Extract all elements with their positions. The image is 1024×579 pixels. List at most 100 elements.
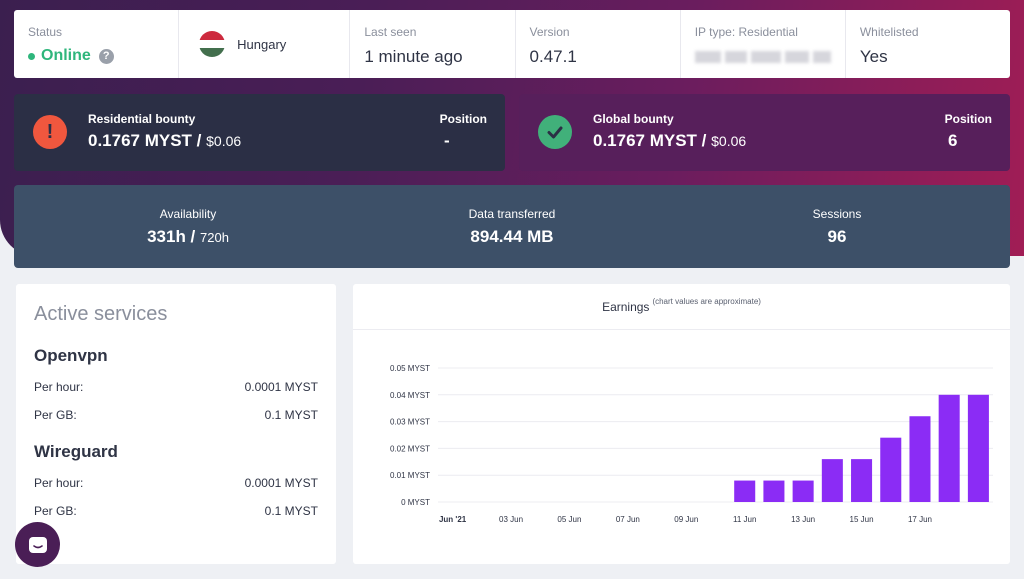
whitelisted-label: Whitelisted [859,25,919,39]
y-tick-label: 0 MYST [401,498,430,507]
country-cell: Hungary [179,10,351,78]
earnings-bar[interactable] [938,394,960,502]
help-icon[interactable]: ? [98,48,114,64]
availability-stat: Availability 331h / 720h [88,207,288,247]
per-gb-value: 0.1 MYST [264,504,318,518]
earnings-bar[interactable] [880,437,902,502]
per-hour-value: 0.0001 MYST [244,476,318,490]
earnings-bar[interactable] [734,480,756,502]
version-cell: Version 0.47.1 [516,10,681,78]
residential-bounty-amount: 0.1767 MYST / $0.06 [88,131,241,151]
x-tick-label: 05 Jun [557,515,581,524]
earnings-bar[interactable] [909,416,931,502]
version-value: 0.47.1 [529,47,577,66]
residential-position-label: Position [439,112,487,126]
whitelisted-cell: Whitelisted Yes [846,10,1010,78]
data-transferred-label: Data transferred [468,207,556,221]
flag-stripe-green [199,48,226,57]
last-seen-label: Last seen [364,25,417,39]
per-hour-label: Per hour: [34,380,84,394]
version-label: Version [529,25,570,39]
earnings-bar-chart: 0 MYST 0.01 MYST 0.02 MYST 0.03 MYST 0.04 MY… [390,364,993,524]
sessions-value: 96 [827,227,847,246]
availability-hours: 331h [147,227,186,246]
global-position-value: 6 [948,131,958,150]
residential-bounty-myst: 0.1767 MYST [88,131,192,150]
earnings-bar[interactable] [792,480,814,502]
country-name: Hungary [237,36,287,52]
per-gb-label: Per GB: [34,408,77,422]
residential-bounty-usd: $0.06 [206,133,242,149]
flag-stripe-red [199,31,226,40]
x-tick-label: 11 Jun [733,515,756,524]
earnings-bar[interactable] [821,459,843,502]
residential-bounty-card: ! Residential bounty 0.1767 MYST / $0.06… [14,94,505,171]
blur-block [724,51,747,63]
per-hour-label: Per hour: [34,476,84,490]
earnings-bar[interactable] [851,459,873,502]
global-position-label: Position [944,112,992,126]
service-name: Openvpn [34,346,108,365]
service-price-row: Per hour: 0.0001 MYST [34,476,318,490]
sessions-stat: Sessions 96 [737,207,937,247]
blurred-ip-address [694,51,845,65]
per-gb-value: 0.1 MYST [264,408,318,422]
earnings-header: Earnings (chart values are approximate) [353,284,1010,330]
residential-bounty-separator: / [191,131,207,150]
status-text: Online [41,47,91,64]
active-services-title: Active services [34,303,168,325]
x-tick-label: 13 Jun [791,515,815,524]
check-circle-icon [538,115,572,149]
residential-bounty-title: Residential bounty [88,112,196,126]
ip-type-label: IP type: Residential [694,25,798,39]
availability-total: 720h [200,230,229,245]
data-transferred-value: 894.44 MB [470,227,554,246]
service-price-row: Per GB: 0.1 MYST [34,504,318,518]
y-tick-label: 0.01 MYST [390,471,430,480]
per-gb-label: Per GB: [34,504,77,518]
service-name: Wireguard [34,442,118,461]
earnings-note: (chart values are approximate) [652,297,761,306]
x-tick-label: Jun '21 [439,515,467,524]
x-tick-label: 15 Jun [850,515,874,524]
blur-block [694,51,721,63]
flag-stripe-white [199,39,226,49]
hungary-flag-icon [199,31,226,57]
availability-separator: / [185,227,200,246]
whitelisted-value: Yes [859,47,888,66]
blur-block [750,51,781,63]
sessions-label: Sessions [812,207,862,221]
data-transferred-stat: Data transferred 894.44 MB [412,207,612,247]
blur-block [784,51,809,63]
x-tick-label: 09 Jun [674,515,698,524]
earnings-title: Earnings [602,300,650,314]
status-label: Status [28,25,63,39]
global-bounty-card: Global bounty 0.1767 MYST / $0.06 Positi… [519,94,1010,171]
y-tick-label: 0.02 MYST [390,444,430,453]
ip-type-cell: IP type: Residential [681,10,846,78]
earnings-bar[interactable] [967,394,989,502]
y-tick-label: 0.04 MYST [390,391,430,400]
node-status-strip: Status Online ? Hungary Last seen 1 minu… [14,10,1010,78]
last-seen-cell: Last seen 1 minute ago [350,10,516,78]
status-cell: Status Online ? [14,10,180,78]
service-price-row: Per hour: 0.0001 MYST [34,380,318,394]
service-price-row: Per GB: 0.1 MYST [34,408,318,422]
blur-block [812,51,831,63]
global-bounty-amount: 0.1767 MYST / $0.06 [593,131,746,151]
global-bounty-myst: 0.1767 MYST [593,131,697,150]
chat-launcher-button[interactable] [15,522,60,567]
earnings-chart-panel: Earnings (chart values are approximate) … [353,284,1010,564]
chat-icon [28,536,47,553]
active-services-panel: Active services Openvpn Per hour: 0.0001… [16,284,336,564]
y-tick-label: 0.05 MYST [390,364,430,373]
x-tick-label: 07 Jun [616,515,640,524]
stats-bar: Availability 331h / 720h Data transferre… [14,185,1010,268]
per-hour-value: 0.0001 MYST [244,380,318,394]
x-tick-label: 17 Jun [908,515,932,524]
warning-icon: ! [33,115,67,149]
availability-value: 331h / 720h [88,227,288,247]
last-seen-value: 1 minute ago [364,47,463,66]
earnings-bar[interactable] [763,480,785,502]
y-tick-label: 0.03 MYST [390,418,430,427]
